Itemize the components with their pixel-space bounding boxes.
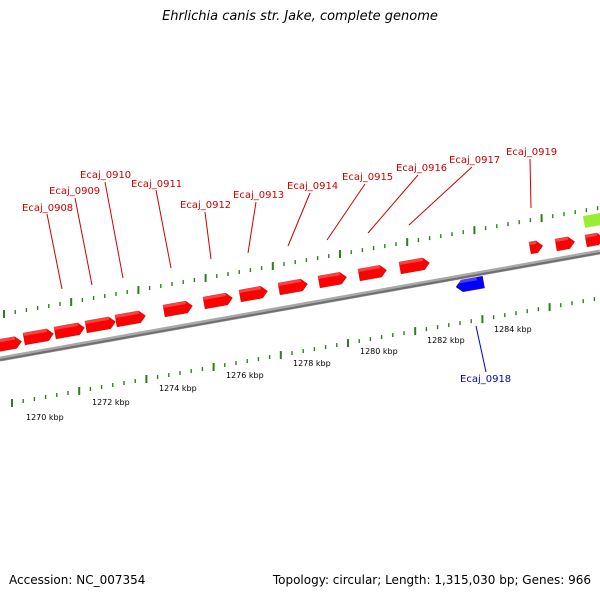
- gene-label: Ecaj_0913: [233, 190, 284, 201]
- forward-leader-line: [408, 166, 473, 226]
- gene-labels: Ecaj_0908 Ecaj_0909 Ecaj_0910 Ecaj_0911 …: [22, 147, 557, 385]
- forward-leader-line: [367, 174, 419, 234]
- forward-gene-arrow: [202, 292, 233, 310]
- forward-gene-arrow-highlight: [114, 310, 140, 319]
- forward-gene-arrow: [22, 328, 54, 346]
- forward-gene-arrow-highlight: [277, 279, 302, 287]
- gene-label: Ecaj_0917: [449, 155, 500, 166]
- forward-gene-arrow-shape: [528, 240, 544, 255]
- scale-label: 1270 kbp: [26, 413, 64, 422]
- forward-gene-arrow: [554, 236, 575, 252]
- scale-label: 1284 kbp: [494, 325, 532, 334]
- forward-leader-line: [247, 201, 257, 254]
- gene-label: Ecaj_0912: [180, 200, 231, 211]
- forward-gene-arrow-shape: [398, 257, 430, 275]
- forward-gene-arrow-shape: [357, 265, 387, 282]
- scale-label: 1282 kbp: [427, 336, 465, 345]
- forward-gene-arrow-shape: [202, 292, 233, 310]
- gene-label: Ecaj_0916: [396, 163, 447, 174]
- forward-gene-arrow: [53, 322, 85, 340]
- gene-label: Ecaj_0911: [131, 179, 182, 190]
- reverse-gene-arrow-highlight: [454, 277, 478, 285]
- forward-gene-arrow-highlight: [202, 293, 227, 301]
- forward-gene-arrow: [84, 316, 116, 334]
- gene-label: Ecaj_0909: [49, 186, 100, 197]
- forward-gene-arrow-shape: [554, 236, 575, 252]
- scale-label: 1278 kbp: [293, 359, 331, 368]
- forward-leader-line: [529, 158, 532, 209]
- forward-gene-arrow-highlight: [528, 240, 537, 246]
- forward-gene-arrow-highlight: [53, 322, 79, 331]
- forward-gene-arrow-shape: [162, 300, 193, 318]
- gene-label: Ecaj_0919: [506, 147, 557, 158]
- forward-leader-line: [104, 181, 124, 279]
- gene-label: Ecaj_0914: [287, 181, 338, 192]
- forward-leader-line: [204, 211, 212, 260]
- forward-gene-arrow: [398, 257, 430, 275]
- forward-gene-arrow-highlight: [0, 336, 16, 344]
- gene-label: Ecaj_0918: [460, 374, 511, 385]
- gene-label: Ecaj_0915: [342, 172, 393, 183]
- forward-leader-line: [326, 183, 366, 241]
- forward-gene-arrow-shape: [53, 322, 85, 340]
- forward-gene-arrow: [162, 300, 193, 318]
- forward-gene-arrow: [317, 272, 347, 289]
- forward-gene-arrow-shape: [584, 232, 600, 248]
- forward-gene-arrow-shape: [22, 328, 54, 346]
- forward-gene-arrow-shape: [238, 286, 268, 303]
- forward-leader-line: [155, 189, 172, 269]
- scale-labels: 1270 kbp 1272 kbp 1274 kbp 1276 kbp 1278…: [26, 325, 532, 422]
- forward-gene-arrow-highlight: [22, 328, 48, 337]
- genome-stats-text: Topology: circular; Length: 1,315,030 bp…: [272, 573, 591, 587]
- scale-label: 1276 kbp: [226, 371, 264, 380]
- genome-backbone: [0, 249, 600, 362]
- gene-label: Ecaj_0908: [22, 203, 73, 214]
- scale-label: 1274 kbp: [159, 384, 197, 393]
- lower-tick-track: [11, 297, 596, 407]
- forward-gene-arrow-shape: [0, 336, 22, 353]
- forward-gene-arrow: [238, 286, 268, 303]
- forward-leader-line: [46, 213, 63, 290]
- scale-label: 1272 kbp: [92, 398, 130, 407]
- gene-label: Ecaj_0910: [80, 170, 131, 181]
- rna-feature-shape: [582, 212, 600, 228]
- gene-features: [0, 212, 600, 353]
- forward-gene-arrow: [114, 310, 146, 328]
- forward-gene-arrow: [584, 232, 600, 248]
- reverse-gene-arrow-shape: [455, 276, 485, 293]
- forward-gene-arrow: [357, 265, 387, 282]
- forward-gene-arrow: [528, 240, 544, 255]
- forward-leader-line: [74, 197, 93, 286]
- reverse-leader-line: [475, 325, 487, 373]
- forward-leader-line: [287, 192, 311, 247]
- forward-gene-arrow-highlight: [84, 316, 110, 325]
- rna-feature: [582, 212, 600, 228]
- forward-gene-arrow-highlight: [162, 301, 187, 309]
- forward-gene-arrow-highlight: [398, 257, 424, 266]
- forward-gene-arrow-shape: [277, 278, 308, 296]
- forward-gene-arrow-shape: [84, 316, 116, 334]
- reverse-gene-arrow: [454, 276, 485, 293]
- forward-gene-arrow-shape: [114, 310, 146, 328]
- scale-label: 1280 kbp: [360, 347, 398, 356]
- forward-gene-arrow-shape: [317, 272, 347, 289]
- label-leader-lines: [46, 158, 532, 373]
- forward-gene-arrow-highlight: [584, 232, 598, 239]
- forward-gene-arrow: [277, 278, 308, 296]
- forward-gene-arrow-highlight: [357, 265, 381, 273]
- forward-gene-arrow-highlight: [238, 286, 262, 294]
- forward-gene-arrow-highlight: [554, 236, 569, 243]
- forward-gene-arrow: [0, 336, 22, 353]
- forward-gene-arrow-highlight: [317, 272, 341, 280]
- accession-text: Accession: NC_007354: [9, 573, 146, 587]
- upper-tick-track: [3, 206, 599, 318]
- map-title: Ehrlichia canis str. Jake, complete geno…: [162, 9, 438, 24]
